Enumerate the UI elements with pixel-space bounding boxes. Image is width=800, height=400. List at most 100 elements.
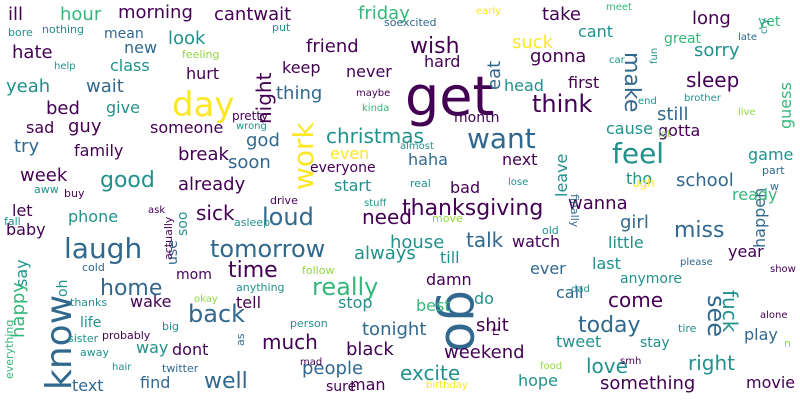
word-hope: hope	[518, 371, 558, 390]
word-everything: everything	[3, 319, 16, 379]
word-gonna: gonna	[530, 46, 587, 67]
word-well: well	[204, 369, 248, 394]
word-sad: sad	[26, 118, 55, 137]
word-sleep: sleep	[686, 68, 740, 92]
word-wait: wait	[86, 76, 124, 97]
word-friend: friend	[306, 36, 359, 57]
word-sick: sick	[196, 201, 235, 225]
word-class: class	[110, 56, 150, 75]
word-cold: cold	[82, 261, 105, 274]
word-do: do	[474, 289, 494, 308]
word-weekend: weekend	[444, 342, 525, 363]
word-fall: fall	[4, 215, 21, 228]
word-back: back	[188, 300, 246, 328]
word-bore: bore	[8, 26, 33, 39]
word-stay: stay	[640, 335, 670, 351]
word-wanna: wanna	[568, 193, 628, 214]
word-start: start	[334, 176, 372, 195]
word-food: food	[540, 361, 563, 372]
word-week: week	[20, 165, 68, 186]
word-find: find	[140, 373, 171, 392]
word-best: best	[416, 296, 451, 315]
word-ask: ask	[148, 205, 166, 216]
word-game: game	[748, 145, 794, 164]
word-soon: soon	[228, 152, 271, 173]
word-hard: hard	[424, 52, 461, 71]
word-sure: sure	[326, 379, 357, 395]
word-wish: wish	[410, 34, 460, 59]
word-time: time	[228, 258, 278, 283]
word-w: w	[770, 180, 779, 193]
word-talk: talk	[466, 228, 504, 252]
word-twitter: twitter	[162, 362, 199, 375]
word-till: till	[440, 248, 460, 267]
word-family: family	[74, 141, 124, 160]
word-anything: anything	[236, 281, 285, 294]
word-brother: brother	[684, 93, 721, 104]
word-much: much	[262, 330, 318, 354]
word-loud: loud	[262, 203, 314, 231]
word-little: little	[608, 233, 644, 252]
word-rt: rt	[489, 327, 502, 336]
word-shit: shit	[476, 315, 509, 336]
word-hair: hair	[112, 362, 132, 373]
word-dont: dont	[172, 340, 209, 359]
word-mad: mad	[300, 357, 323, 368]
word-show: show	[770, 264, 796, 275]
word-wrong: wrong	[236, 121, 267, 132]
word-asleep: asleep	[234, 216, 271, 229]
word-hour: hour	[60, 4, 102, 25]
word-hate: hate	[12, 42, 53, 63]
word-stuff: stuff	[364, 198, 387, 209]
word-part: part	[762, 164, 785, 177]
word-tho: tho	[626, 169, 653, 188]
word-leave: leave	[552, 153, 571, 197]
word-come: come	[608, 288, 664, 312]
word-great: great	[664, 31, 702, 47]
word-phone: phone	[68, 207, 119, 226]
word-real: real	[410, 177, 431, 190]
word-ready: ready	[732, 185, 778, 204]
word-meet: meet	[606, 2, 632, 13]
word-finally: finally	[568, 194, 581, 228]
word-head: head	[504, 76, 544, 95]
word-girl: girl	[620, 212, 649, 233]
word-happen: happen	[750, 187, 769, 248]
word-aww: aww	[34, 183, 59, 196]
word-eat: eat	[484, 60, 505, 90]
word-get: get	[405, 65, 494, 128]
word-yet: yet	[758, 14, 781, 30]
word-thanks: thanks	[70, 296, 108, 309]
word-let: let	[12, 201, 33, 220]
word-school: school	[676, 170, 734, 191]
word-god: god	[246, 130, 280, 151]
word-put: put	[272, 21, 291, 34]
word-actually: actually	[162, 216, 175, 260]
word-home: home	[100, 276, 163, 301]
word-life: life	[80, 315, 102, 331]
word-alone: alone	[760, 310, 788, 321]
word-follow: follow	[302, 264, 335, 277]
word-feel: feel	[612, 137, 665, 170]
word-watch: watch	[512, 232, 561, 251]
word-mom: mom	[176, 267, 212, 283]
word-break: break	[178, 144, 229, 165]
word-people: people	[302, 358, 364, 379]
word-ever: ever	[530, 259, 566, 278]
word-movie: movie	[746, 373, 796, 392]
word-work: work	[287, 122, 320, 190]
word-end: end	[638, 96, 657, 107]
word-say: say	[12, 259, 31, 287]
word-wake: wake	[130, 292, 172, 311]
word-soo: soo	[175, 211, 191, 236]
word-really: really	[312, 273, 379, 301]
word-take: take	[542, 4, 581, 25]
word-today: today	[578, 313, 641, 338]
word-want: want	[467, 122, 536, 155]
word-new: new	[124, 38, 158, 57]
word-cause: cause	[606, 119, 653, 138]
word-mean: mean	[104, 26, 144, 42]
word-think: think	[532, 90, 593, 118]
word-day: day	[172, 85, 235, 125]
word-always: always	[354, 243, 416, 264]
